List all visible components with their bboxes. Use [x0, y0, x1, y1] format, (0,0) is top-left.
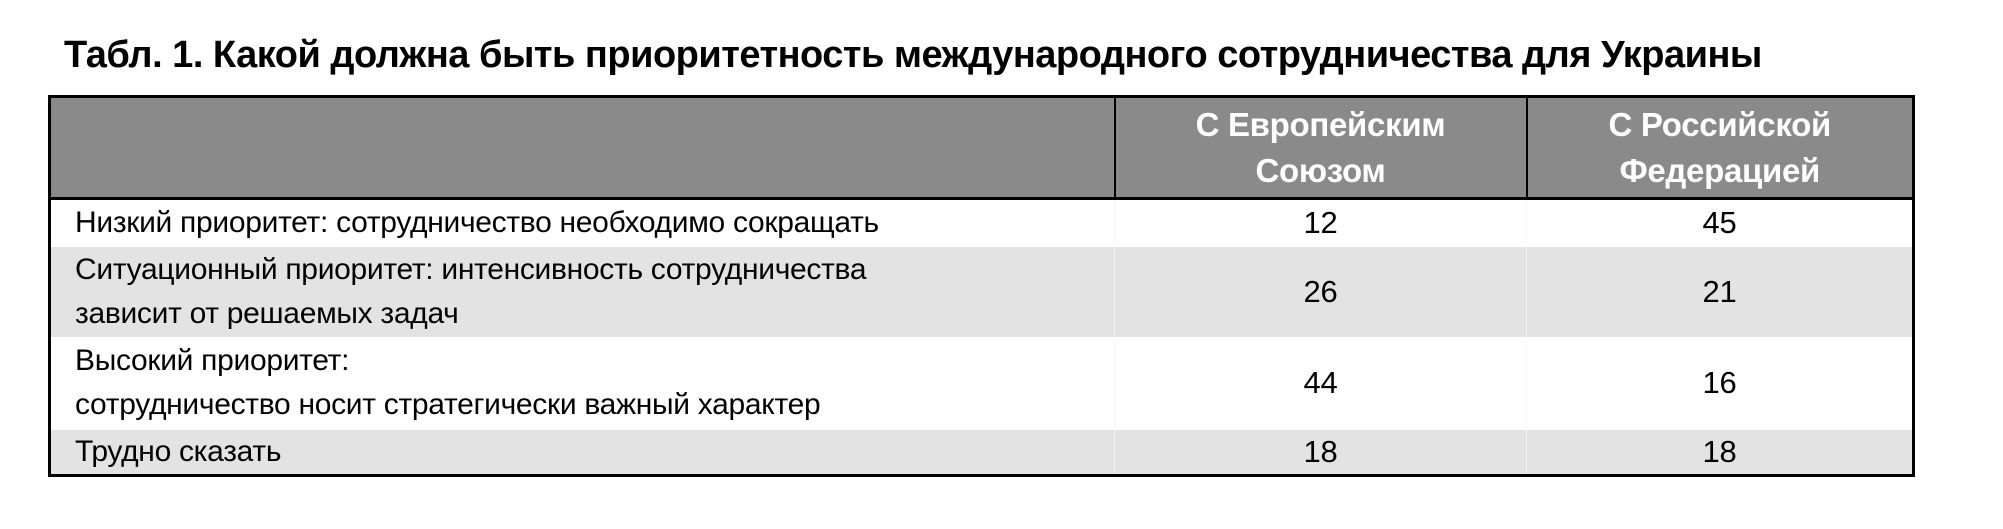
header-eu-cell: С Европейским Союзом [1113, 96, 1527, 200]
row-label-line: зависит от решаемых задач [75, 296, 459, 330]
eu-value: 26 [1114, 246, 1527, 337]
row-label: Ситуационный приоритет: интенсивность со… [50, 247, 1115, 337]
header-row: С Европейским Союзом С Российской Федера… [49, 96, 1914, 200]
row-label-line: Трудно сказать [75, 434, 282, 468]
header-label-cell [49, 96, 1115, 200]
header-rf-cell: С Российской Федерацией [1525, 96, 1914, 200]
row-label-line: Ситуационный приоритет: интенсивность со… [75, 252, 867, 286]
table-row: Высокий приоритет: сотрудничество носит … [49, 336, 1914, 430]
priority-table: С Европейским Союзом С Российской Федера… [48, 95, 1915, 477]
table-row: Трудно сказать 18 18 [49, 429, 1914, 476]
rf-value: 21 [1526, 246, 1914, 337]
rf-value: 45 [1526, 198, 1914, 247]
table-header: С Европейским Союзом С Российской Федера… [49, 96, 1914, 200]
row-label-line: Высокий приоритет: [75, 344, 350, 377]
table-title: Табл. 1. Какой должна быть приоритетност… [64, 34, 1762, 76]
row-label: Низкий приоритет: сотрудничество необход… [50, 199, 1115, 247]
eu-value: 12 [1114, 198, 1527, 247]
header-rf-line-2: Федерацией [1619, 151, 1821, 189]
eu-value: 44 [1114, 336, 1527, 430]
row-label-line: Низкий приоритет: сотрудничество необход… [75, 206, 879, 240]
eu-value: 18 [1114, 429, 1527, 475]
table-row: Низкий приоритет: сотрудничество необход… [49, 198, 1914, 247]
row-label: Высокий приоритет: сотрудничество носит … [50, 337, 1115, 430]
table-row: Ситуационный приоритет: интенсивность со… [49, 246, 1914, 337]
row-label-line: сотрудничество носит стратегически важны… [75, 388, 821, 421]
header-eu-line-1: С Европейским [1195, 105, 1446, 143]
header-rf-line-1: С Российской [1608, 105, 1832, 143]
table-body: Низкий приоритет: сотрудничество необход… [49, 198, 1914, 476]
row-label: Трудно сказать [50, 430, 1115, 476]
rf-value: 16 [1526, 336, 1914, 430]
rf-value: 18 [1526, 429, 1914, 475]
header-eu-line-2: Союзом [1255, 151, 1386, 189]
